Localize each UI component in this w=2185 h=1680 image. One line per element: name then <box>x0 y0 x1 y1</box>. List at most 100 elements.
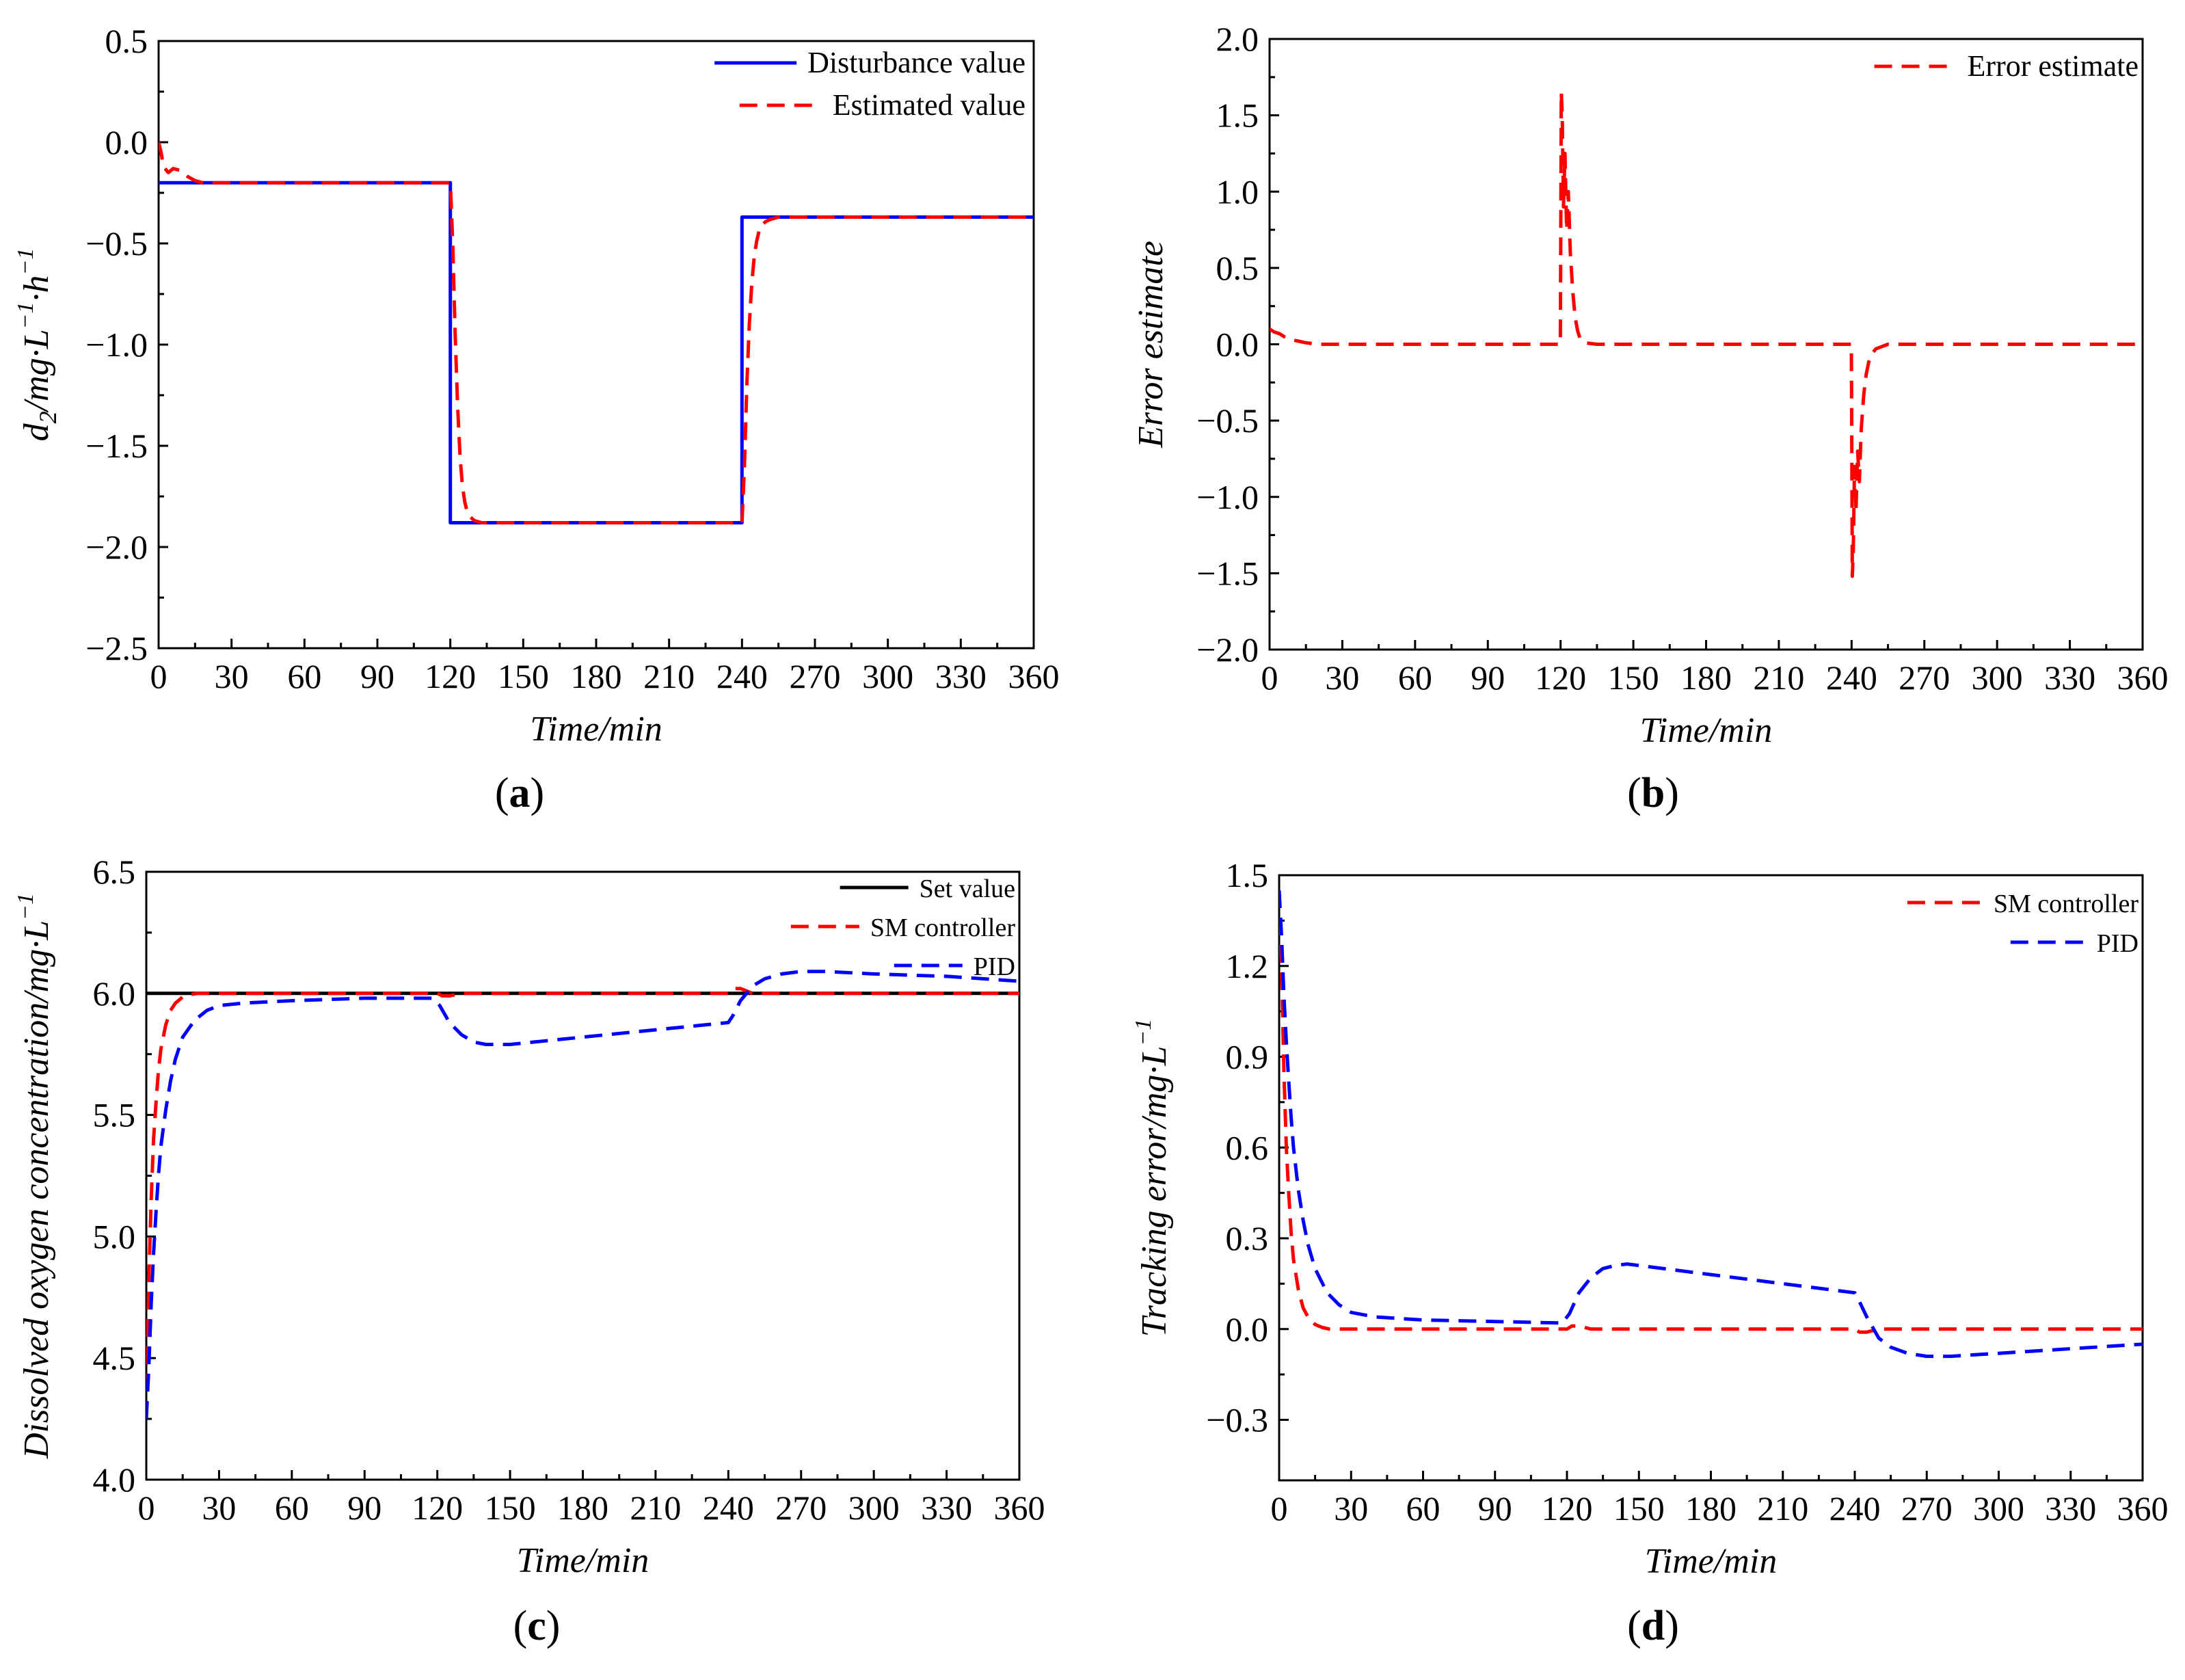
legend-label: PID <box>2097 929 2139 958</box>
x-tick-label: 120 <box>1535 658 1586 697</box>
x-tick-label: 330 <box>2045 1489 2096 1528</box>
plot-frame <box>1278 874 2144 1482</box>
ylabel-subscript: 2 <box>34 411 62 423</box>
panel-label-close: ) <box>1665 770 1679 816</box>
series-line-disturbance-value <box>159 181 1034 524</box>
y-tick-label: −1.5 <box>85 427 148 465</box>
x-tick-label: 0 <box>1271 1489 1288 1528</box>
x-tick-label: 180 <box>557 1489 608 1527</box>
x-tick-label: 360 <box>2117 658 2169 697</box>
panel-label: (c) <box>513 1603 561 1649</box>
panel-label-letter: d <box>1641 1603 1665 1649</box>
series-line-estimated-value <box>159 142 1034 524</box>
panel-label-close: ) <box>531 770 545 816</box>
x-tick-label: 0 <box>1261 658 1278 697</box>
legend-label: Error estimate <box>1968 49 2139 83</box>
panel-label-close: ) <box>1665 1603 1679 1649</box>
panel-c: 0 30 60 90 120 150 180 210 240 270 300 330 360 6.5 6.0… <box>13 853 1045 1649</box>
ylabel-base: Tracking error/mg·L <box>1135 1046 1174 1337</box>
x-tick-label: 90 <box>347 1489 381 1527</box>
x-tick-label: 90 <box>1478 1489 1512 1528</box>
ylabel-unit: ·h <box>17 276 56 302</box>
legend-label: Estimated value <box>833 88 1026 122</box>
x-tick-label: 240 <box>703 1489 754 1527</box>
legend-label: PID <box>974 952 1015 981</box>
ylabel-base: d <box>17 423 56 441</box>
y-tick-label: 0.0 <box>105 123 148 161</box>
y-tick-label: 0.5 <box>1216 249 1259 287</box>
series-line-pid <box>146 970 1019 1419</box>
x-tick-label: 0 <box>138 1489 155 1527</box>
y-tick-label: 0.0 <box>1216 325 1259 364</box>
x-tick-label: 360 <box>1008 657 1060 695</box>
x-tick-label: 60 <box>287 657 321 695</box>
panel-a: 0 30 60 90 120 150 180 210 240 270 300 330 360 0.5 0.0… <box>13 22 1060 816</box>
series-line-sm-controller <box>1279 890 2143 1334</box>
y-tick-label: 6.5 <box>93 853 136 891</box>
y-tick-label: 0.5 <box>105 22 148 60</box>
x-tick-label: 120 <box>1542 1489 1593 1528</box>
plot-frame <box>145 870 1021 1481</box>
x-tick-label: 210 <box>643 657 695 695</box>
x-tick-label: 150 <box>485 1489 536 1527</box>
x-tick-label: 150 <box>1613 1489 1665 1528</box>
x-tick-label: 330 <box>2044 658 2095 697</box>
x-tick-label: 30 <box>1325 658 1359 697</box>
panel-label-letter: a <box>509 770 531 816</box>
x-tick-label: 270 <box>790 657 841 695</box>
ylabel-base: Dissolved oxygen concentration/mg·L <box>17 920 56 1459</box>
y-tick-label: 1.0 <box>1216 172 1259 211</box>
x-axis-title: Time/min <box>1645 1542 1778 1581</box>
y-tick-label: 4.0 <box>93 1461 136 1499</box>
x-tick-label: 210 <box>630 1489 681 1527</box>
y-tick-label: 4.5 <box>93 1339 136 1377</box>
y-axis-title: Dissolved oxygen concentration/mg·L−1 <box>13 893 56 1459</box>
panel-label: (a) <box>495 770 544 816</box>
y-tick-label: −1.0 <box>1196 478 1259 516</box>
x-tick-label: 90 <box>360 657 394 695</box>
y-tick-label: 0.3 <box>1226 1219 1269 1257</box>
y-tick-label: −2.0 <box>85 528 148 566</box>
x-axis-title: Time/min <box>530 710 662 749</box>
y-tick-label: −2.0 <box>1196 630 1259 669</box>
x-tick-label: 60 <box>1406 1489 1440 1528</box>
y-tick-label: 0.6 <box>1226 1128 1269 1166</box>
y-tick-label: −1.5 <box>1196 554 1259 592</box>
x-tick-label: 300 <box>1972 658 2023 697</box>
panel-label-open: ( <box>495 770 509 816</box>
x-tick-label: 270 <box>775 1489 827 1527</box>
y-tick-label: −0.3 <box>1206 1401 1268 1439</box>
x-axis-title: Time/min <box>517 1541 649 1580</box>
legend-label: SM controller <box>1994 890 2139 918</box>
y-tick-label: 1.5 <box>1216 96 1259 135</box>
y-tick-label: 0.0 <box>1226 1310 1269 1348</box>
panel-label-letter: c <box>527 1603 546 1649</box>
legend-label: Set value <box>920 875 1015 903</box>
x-tick-label: 210 <box>1753 658 1804 697</box>
x-tick-label: 240 <box>1829 1489 1881 1528</box>
x-tick-label: 180 <box>1680 658 1732 697</box>
x-tick-label: 30 <box>215 657 249 695</box>
y-tick-label: −0.5 <box>85 224 148 263</box>
ylabel-superscript: −1 <box>1131 1019 1156 1046</box>
y-tick-label: 6.0 <box>93 974 136 1013</box>
x-tick-label: 240 <box>1826 658 1877 697</box>
ylabel-superscript: −1 <box>13 302 38 330</box>
legend-label: SM controller <box>870 914 1015 942</box>
series-line-error-estimate <box>1270 90 2143 578</box>
x-tick-label: 150 <box>498 657 549 695</box>
x-tick-label: 210 <box>1757 1489 1808 1528</box>
x-axis-title: Time/min <box>1640 711 1773 750</box>
x-tick-label: 360 <box>994 1489 1045 1527</box>
y-tick-label: 0.9 <box>1226 1038 1269 1076</box>
x-tick-label: 90 <box>1471 658 1505 697</box>
panel-label: (b) <box>1627 770 1679 816</box>
y-axis-title: d2/mg·L−1·h−1 <box>13 248 62 442</box>
y-tick-label: −1.0 <box>85 325 148 364</box>
x-tick-label: 0 <box>150 657 167 695</box>
x-tick-label: 60 <box>275 1489 309 1527</box>
plot-frame <box>157 40 1035 650</box>
panel-label: (d) <box>1627 1603 1679 1649</box>
x-tick-label: 300 <box>848 1489 900 1527</box>
